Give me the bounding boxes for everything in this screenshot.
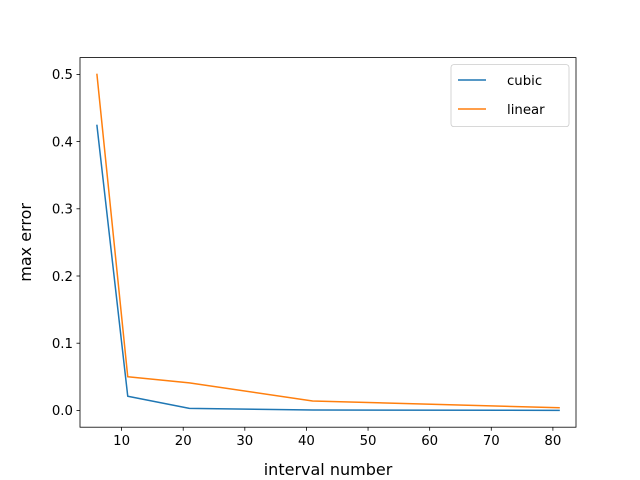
y-tick-label: 0.0 xyxy=(52,404,73,419)
y-axis-label: max error xyxy=(16,203,35,282)
plot-area xyxy=(96,73,560,412)
legend: cubic linear xyxy=(450,64,570,127)
legend-label-linear: linear xyxy=(507,103,545,118)
y-axis: 0.0 0.1 0.2 0.3 0.4 0.5 xyxy=(52,68,80,419)
x-axis-label: interval number xyxy=(264,460,393,479)
x-axis: 10 20 30 40 50 60 70 80 xyxy=(113,427,561,449)
y-tick-label: 0.2 xyxy=(52,270,73,285)
y-tick-label: 0.3 xyxy=(52,203,73,218)
x-tick-label: 70 xyxy=(483,434,500,449)
y-tick-label: 0.4 xyxy=(52,135,73,150)
series-line-linear xyxy=(96,73,560,409)
x-tick-label: 60 xyxy=(421,434,438,449)
legend-label-cubic: cubic xyxy=(507,74,542,89)
plot-frame xyxy=(79,57,577,428)
x-tick-label: 40 xyxy=(298,434,315,449)
y-tick-label: 0.1 xyxy=(52,337,73,352)
x-tick-label: 10 xyxy=(113,434,130,449)
x-tick-label: 20 xyxy=(175,434,192,449)
series-line-cubic xyxy=(96,124,560,412)
y-tick-label: 0.5 xyxy=(52,68,73,83)
x-tick-label: 80 xyxy=(544,434,561,449)
x-tick-label: 50 xyxy=(360,434,377,449)
x-tick-label: 30 xyxy=(236,434,253,449)
